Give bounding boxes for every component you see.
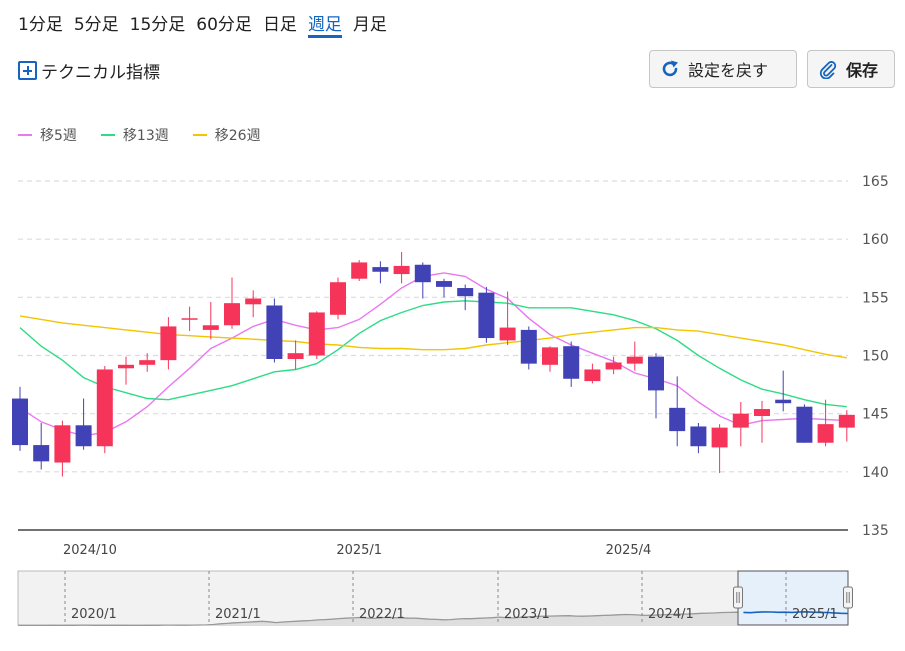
navigator-year-label: 2023/1 <box>504 607 550 622</box>
candle-body[interactable] <box>266 305 283 359</box>
candle-body[interactable] <box>245 298 262 305</box>
candle-body[interactable] <box>75 425 92 447</box>
navigator-year-label: 2021/1 <box>215 607 261 622</box>
candlestick-chart[interactable]: 135 140 145 150 155 160 165 2024/10 2025/1 2025/4… <box>0 160 905 651</box>
tab-daily[interactable]: 日足 <box>262 15 297 35</box>
save-label: 保存 <box>846 61 879 80</box>
technical-indicator-label: テクニカル指標 <box>41 63 160 83</box>
legend-ma26[interactable]: 移26週 <box>192 125 261 145</box>
candle-body[interactable] <box>754 409 770 416</box>
candle-body[interactable] <box>648 356 664 391</box>
candle-body[interactable] <box>838 414 855 428</box>
y-tick-label: 165 <box>862 174 889 190</box>
x-tick-label: 2024/10 <box>63 543 117 558</box>
x-tick-label: 2025/4 <box>606 543 652 558</box>
reset-settings-button[interactable]: 設定を戻す <box>649 50 797 88</box>
y-tick-label: 145 <box>862 407 889 423</box>
legend-swatch-ma5 <box>18 134 32 136</box>
legend-label-ma13: 移13週 <box>122 128 169 144</box>
navigator-selection-line <box>743 610 849 615</box>
y-tick-label: 160 <box>862 232 889 248</box>
chart-legend: 移5週 移13週 移26週 <box>18 125 285 145</box>
candle-body[interactable] <box>457 288 474 297</box>
tab-monthly[interactable]: 月足 <box>352 15 387 35</box>
candle-body[interactable] <box>626 356 643 364</box>
candle-body[interactable] <box>372 267 389 272</box>
tab-1min[interactable]: 1分足 <box>18 15 63 35</box>
candle-body[interactable] <box>181 318 198 320</box>
candle-body[interactable] <box>351 262 368 279</box>
plus-box-icon <box>18 61 37 80</box>
candle-body[interactable] <box>499 327 516 341</box>
navigator-handle-right[interactable] <box>843 586 853 609</box>
navigator-year-label: 2025/1 <box>792 607 838 622</box>
candle-body[interactable] <box>563 346 580 379</box>
candle-body[interactable] <box>414 264 431 283</box>
candle-body[interactable] <box>224 303 240 326</box>
candle-body[interactable] <box>393 265 410 275</box>
candle-body[interactable] <box>478 292 495 339</box>
legend-label-ma26: 移26週 <box>214 128 261 144</box>
candle-body[interactable] <box>12 398 28 446</box>
candle-body[interactable] <box>330 282 346 315</box>
tab-5min[interactable]: 5分足 <box>73 15 119 35</box>
candle-body[interactable] <box>33 445 50 462</box>
candle-body[interactable] <box>520 329 537 364</box>
candle-body[interactable] <box>775 399 792 404</box>
candle-body[interactable] <box>202 325 219 330</box>
candle-body[interactable] <box>796 406 813 443</box>
y-tick-label: 135 <box>862 523 889 539</box>
navigator-year-label: 2020/1 <box>71 607 117 622</box>
legend-swatch-ma13 <box>100 134 115 136</box>
candle-body[interactable] <box>542 347 558 365</box>
tab-weekly[interactable]: 週足 <box>307 8 342 38</box>
candle-body[interactable] <box>118 364 134 369</box>
navigator-year-label: 2022/1 <box>359 607 405 622</box>
candle-body[interactable] <box>54 425 71 463</box>
y-tick-label: 150 <box>862 349 889 365</box>
navigator-line <box>18 611 849 627</box>
candle-body[interactable] <box>287 353 304 359</box>
candle-body[interactable] <box>308 312 325 356</box>
x-tick-label: 2025/1 <box>336 543 382 558</box>
paperclip-icon <box>819 61 837 79</box>
navigator-year-label: 2024/1 <box>648 607 694 622</box>
candle-body[interactable] <box>690 426 707 447</box>
reset-settings-label: 設定を戻す <box>688 61 769 80</box>
candle-body[interactable] <box>436 281 452 287</box>
candle-body[interactable] <box>139 360 156 365</box>
legend-label-ma5: 移5週 <box>40 128 77 144</box>
candle-body[interactable] <box>669 407 686 432</box>
y-tick-label: 140 <box>862 465 889 481</box>
candle-body[interactable] <box>817 424 834 443</box>
technical-indicator-toggle[interactable]: テクニカル指標 <box>18 58 160 83</box>
legend-ma13[interactable]: 移13週 <box>100 125 169 145</box>
refresh-icon <box>662 60 678 77</box>
period-tabs: 1分足 5分足 15分足 60分足 日足 週足 月足 <box>18 8 398 38</box>
legend-ma5[interactable]: 移5週 <box>18 125 77 145</box>
y-tick-label: 155 <box>862 290 889 306</box>
candle-body[interactable] <box>711 427 728 448</box>
candle-body[interactable] <box>605 362 622 370</box>
save-button[interactable]: 保存 <box>807 50 895 88</box>
moving-average-line-1 <box>19 272 847 437</box>
moving-average-line-3 <box>19 315 847 359</box>
moving-average-line-2 <box>19 300 847 408</box>
candle-body[interactable] <box>732 413 749 428</box>
candle-body[interactable] <box>96 369 113 447</box>
candle-body[interactable] <box>160 326 177 361</box>
navigator-handle-left[interactable] <box>733 586 743 609</box>
candle-body[interactable] <box>584 369 601 382</box>
legend-swatch-ma26 <box>192 134 207 136</box>
tab-15min[interactable]: 15分足 <box>129 15 186 35</box>
tab-60min[interactable]: 60分足 <box>196 15 252 35</box>
